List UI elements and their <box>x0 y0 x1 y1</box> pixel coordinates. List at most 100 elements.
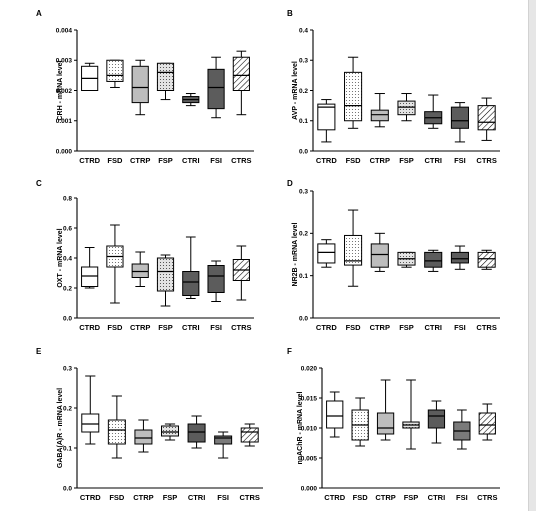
y-tick-label: 0.1 <box>299 273 308 280</box>
x-tick-label: FSI <box>454 156 466 165</box>
y-axis-label: GABA(A)R - mRNA level <box>57 388 64 468</box>
x-tick-label: FSD <box>107 323 123 332</box>
panel-letter: D <box>287 179 293 188</box>
x-tick-label: FSI <box>456 493 468 502</box>
y-tick-label: 0.1 <box>299 118 308 125</box>
y-tick-label: 0.015 <box>301 395 318 402</box>
box-iqr <box>207 68 225 110</box>
panel-letter: A <box>36 9 42 18</box>
box-ctrs <box>240 423 259 447</box>
box-iqr <box>370 243 389 268</box>
y-tick-label: 0.3 <box>299 58 308 65</box>
x-tick-label: CTRI <box>428 493 446 502</box>
box-iqr <box>376 412 395 435</box>
panel-e: E 0.0 0.1 0.2 0.3 GABA(A)R - mRNA level CTRD FS… <box>36 347 263 502</box>
x-tick-label: FSP <box>404 493 419 502</box>
box-iqr <box>450 251 469 264</box>
box-ctrd <box>81 247 99 289</box>
box-fsd <box>106 224 124 304</box>
box-ctrp <box>131 59 149 116</box>
panel-letter: F <box>287 347 292 356</box>
y-tick-label: 0.6 <box>63 225 72 232</box>
box-ctrd <box>317 99 336 143</box>
box-fsi <box>207 260 225 302</box>
y-tick-label: 0.2 <box>299 231 308 238</box>
panel-b: B 0.0 0.1 0.2 0.3 0.4 AVP - mRNA level CTRD FSD C… <box>287 9 500 165</box>
box-ctrp <box>370 93 389 128</box>
box-iqr <box>326 400 344 429</box>
y-tick-label: 0.0 <box>63 315 72 322</box>
y-tick-label: 0.2 <box>299 88 308 95</box>
y-tick-label: 0.002 <box>56 88 73 95</box>
x-tick-label: CTRI <box>182 156 200 165</box>
box-ctrp <box>376 379 395 441</box>
y-tick-label: 0.2 <box>63 405 72 412</box>
y-tick-label: 0.0 <box>299 315 308 322</box>
x-tick-label: CTRD <box>80 493 101 502</box>
x-tick-label: CTRD <box>316 156 337 165</box>
y-tick-label: 0.4 <box>63 255 72 262</box>
x-tick-label: FSI <box>210 323 222 332</box>
box-ctrp <box>370 232 389 272</box>
box-fsi <box>450 102 469 143</box>
box-iqr <box>214 435 233 445</box>
box-ctrp <box>131 251 149 287</box>
x-tick-label: CTRP <box>370 323 390 332</box>
box-fsd <box>107 395 126 459</box>
y-tick-label: 0.003 <box>56 58 73 65</box>
box-fsp <box>402 379 420 450</box>
y-tick-label: 0.0 <box>299 148 308 155</box>
box-ctri <box>427 400 446 444</box>
box-iqr <box>450 106 469 129</box>
y-axis-label: AVP - mRNA level <box>292 61 299 120</box>
box-fsi <box>450 245 469 270</box>
box-fsi <box>214 431 233 459</box>
box-ctrs <box>478 403 496 441</box>
box-ctri <box>182 236 200 299</box>
x-tick-label: CTRI <box>188 493 206 502</box>
box-iqr <box>156 257 175 292</box>
box-iqr <box>131 65 149 104</box>
box-ctrs <box>477 97 496 141</box>
y-tick-label: 0.001 <box>56 118 73 125</box>
box-iqr <box>477 251 496 268</box>
y-tick-label: 0.004 <box>56 27 73 34</box>
box-ctri <box>424 94 443 129</box>
panel-d: D 0.0 0.1 0.2 0.3 NR2B - mRNA level CTRD FSD CTR… <box>287 179 500 332</box>
x-tick-label: FSD <box>346 323 362 332</box>
x-tick-label: FSP <box>399 156 414 165</box>
box-ctri <box>187 415 206 449</box>
box-ctrp <box>134 419 153 453</box>
x-tick-label: FSP <box>163 493 178 502</box>
box-fsi <box>453 409 471 450</box>
box-fsp <box>156 254 175 307</box>
box-iqr <box>427 409 446 429</box>
x-tick-label: CTRP <box>130 323 150 332</box>
box-fsd <box>344 56 363 129</box>
x-tick-label: CTRS <box>240 493 260 502</box>
x-tick-label: FSP <box>399 323 414 332</box>
x-tick-label: FSI <box>454 323 466 332</box>
x-tick-label: CTRP <box>130 156 150 165</box>
box-ctrd <box>81 375 100 445</box>
box-iqr <box>81 266 99 287</box>
y-tick-label: 0.3 <box>63 365 72 372</box>
box-iqr <box>397 100 416 116</box>
x-tick-label: CTRI <box>424 156 442 165</box>
box-ctrs <box>232 245 250 301</box>
y-tick-label: 0.005 <box>301 455 318 462</box>
box-ctrs <box>477 249 496 270</box>
box-fsd <box>344 209 363 287</box>
x-tick-label: FSD <box>107 156 123 165</box>
box-iqr <box>477 105 496 131</box>
box-iqr <box>344 234 363 266</box>
panel-a: A 0.000 0.001 0.002 0.003 0.004 CRH - mRNA lev… <box>36 9 254 165</box>
page-edge <box>528 0 536 511</box>
y-axis-label: OXT - mRNA level <box>57 228 64 287</box>
box-iqr <box>187 423 206 443</box>
y-tick-label: 0.2 <box>63 285 72 292</box>
box-fsd <box>351 397 369 447</box>
box-iqr <box>182 271 200 296</box>
panel-letter: B <box>287 9 293 18</box>
